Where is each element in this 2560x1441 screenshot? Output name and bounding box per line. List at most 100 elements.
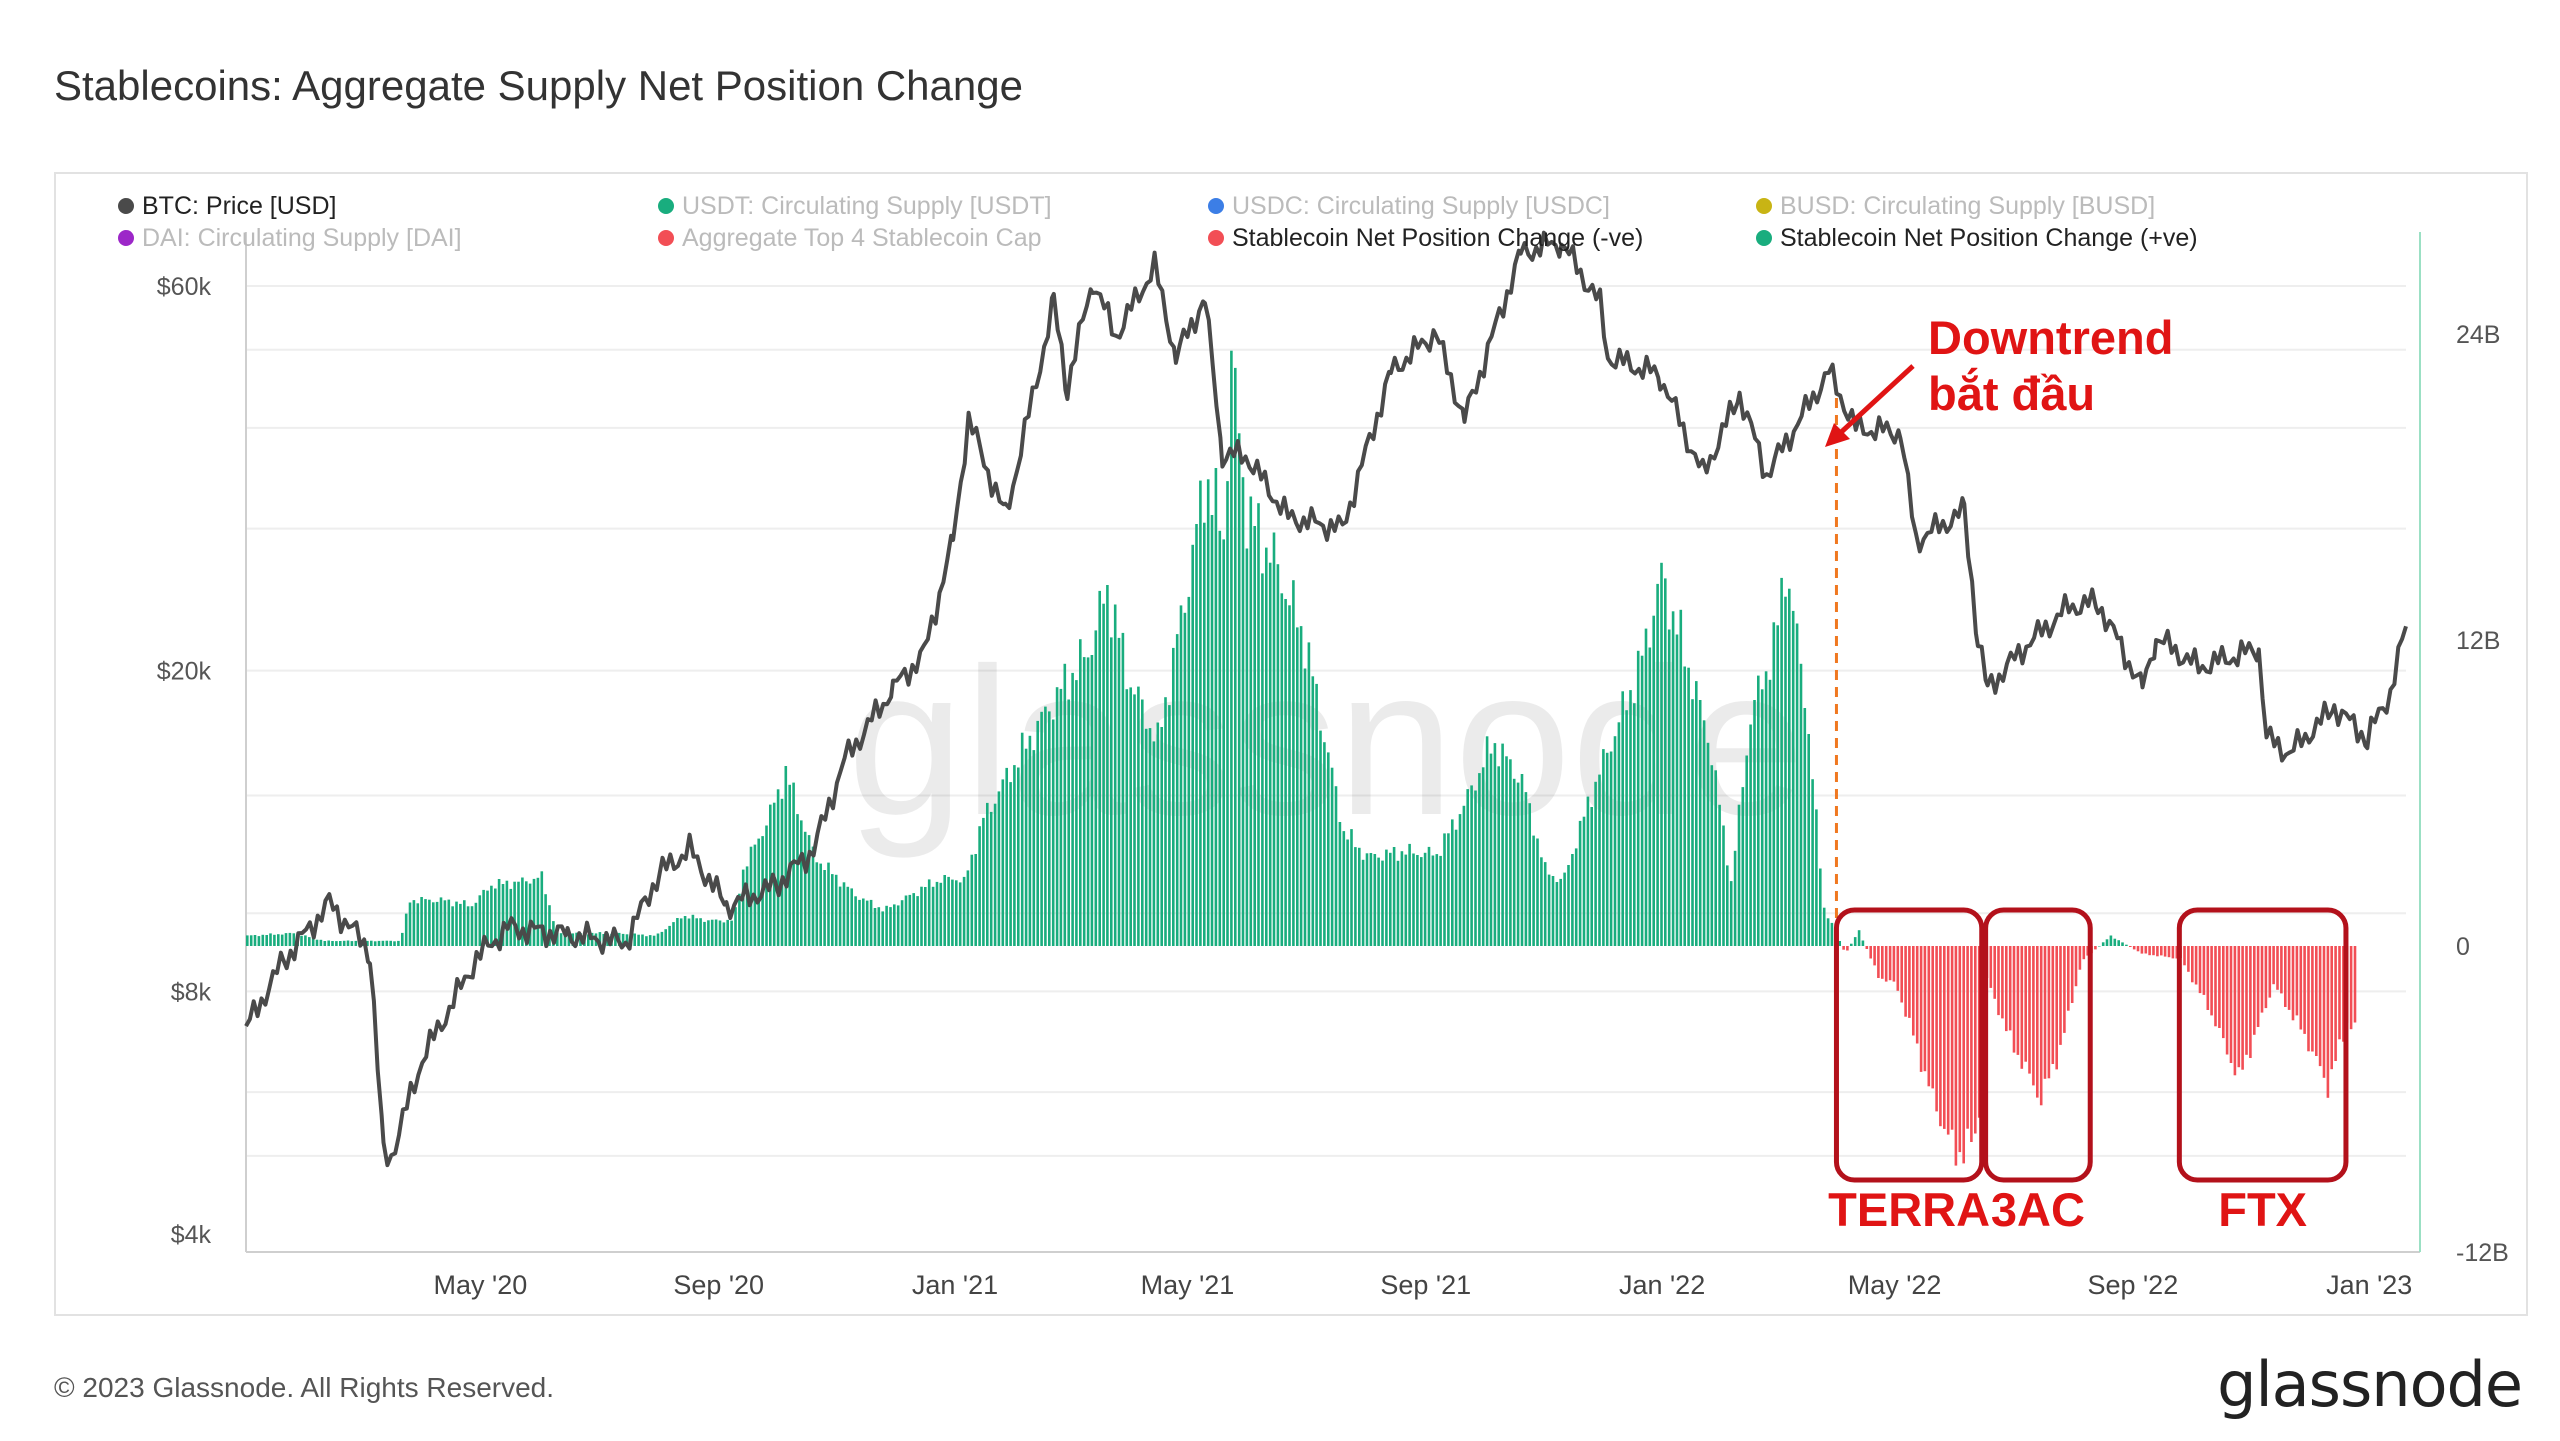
bar-positive bbox=[858, 899, 861, 946]
bar-positive bbox=[862, 898, 865, 946]
bar-positive bbox=[1179, 605, 1183, 946]
bar-positive bbox=[1361, 859, 1365, 946]
bar-positive bbox=[1377, 857, 1380, 946]
bar-positive bbox=[962, 876, 966, 946]
bar-positive bbox=[676, 918, 679, 946]
bar-positive bbox=[668, 925, 671, 946]
x-tick-label: May '21 bbox=[1141, 1270, 1235, 1300]
bar-negative bbox=[2094, 946, 2097, 950]
bar-positive bbox=[1036, 720, 1039, 946]
x-tick-label: Sep '21 bbox=[1380, 1270, 1471, 1300]
bar-positive bbox=[1791, 610, 1795, 946]
bar-positive bbox=[672, 922, 675, 946]
bar-positive bbox=[1334, 786, 1338, 946]
bar-positive bbox=[1543, 862, 1547, 946]
bar-positive bbox=[1086, 657, 1090, 946]
bar-positive bbox=[803, 831, 807, 946]
bar-positive bbox=[1079, 639, 1082, 946]
bar-positive bbox=[1512, 778, 1516, 946]
bar-positive bbox=[1346, 839, 1349, 946]
bar-negative bbox=[1966, 946, 1969, 1129]
bar-positive bbox=[877, 907, 881, 946]
legend-dot bbox=[658, 198, 674, 214]
bar-negative bbox=[2260, 946, 2264, 1013]
bar-negative bbox=[2253, 946, 2256, 1035]
bar-positive bbox=[1729, 881, 1733, 946]
bar-positive bbox=[745, 866, 749, 946]
bar-positive bbox=[1788, 588, 1791, 946]
bar-positive bbox=[443, 900, 447, 946]
bar-positive bbox=[1156, 722, 1160, 946]
bar-negative bbox=[1877, 946, 1880, 978]
bar-positive bbox=[288, 932, 292, 946]
bar-positive bbox=[397, 940, 400, 946]
legend-item: Stablecoin Net Position Change (-ve) bbox=[1208, 224, 1643, 252]
bar-positive bbox=[490, 885, 493, 946]
bar-positive bbox=[935, 881, 939, 946]
bar-positive bbox=[393, 941, 396, 946]
bar-positive bbox=[1063, 663, 1067, 946]
bar-positive bbox=[1288, 605, 1291, 946]
bar-negative bbox=[1919, 946, 1923, 1072]
bar-negative bbox=[2132, 946, 2136, 950]
legend-item: Aggregate Top 4 Stablecoin Cap bbox=[658, 224, 1042, 252]
y-right-tick-label: -12B bbox=[2456, 1239, 2509, 1267]
bar-positive bbox=[710, 919, 714, 946]
bar-positive bbox=[1656, 583, 1659, 946]
bar-positive bbox=[896, 905, 900, 946]
bar-positive bbox=[385, 940, 389, 946]
bar-positive bbox=[1416, 855, 1419, 946]
bar-positive bbox=[1327, 752, 1330, 946]
y-right-tick-label: 24B bbox=[2456, 321, 2500, 349]
bar-positive bbox=[474, 902, 478, 946]
bar-negative bbox=[2070, 946, 2074, 1003]
bar-negative bbox=[2241, 946, 2244, 1070]
bar-negative bbox=[2342, 946, 2345, 1042]
bar-negative bbox=[1946, 946, 1950, 1135]
bar-positive bbox=[420, 897, 423, 946]
downtrend-label: Downtrend bbox=[1928, 311, 2173, 364]
legend-label: Aggregate Top 4 Stablecoin Cap bbox=[682, 224, 1042, 252]
bar-positive bbox=[528, 883, 532, 946]
bar-positive bbox=[997, 791, 1001, 946]
bar-positive bbox=[308, 937, 311, 946]
bar-positive bbox=[656, 933, 660, 946]
bar-positive bbox=[1784, 596, 1787, 946]
bar-positive bbox=[497, 879, 501, 946]
bar-positive bbox=[730, 920, 733, 946]
bar-negative bbox=[2016, 946, 2020, 1055]
bar-positive bbox=[819, 863, 822, 946]
bar-positive bbox=[679, 918, 683, 946]
bar-negative bbox=[1873, 946, 1876, 966]
bar-positive bbox=[1644, 628, 1648, 946]
bar-positive bbox=[1815, 809, 1818, 946]
legend-item: DAI: Circulating Supply [DAI] bbox=[118, 224, 462, 252]
downtrend-label: bắt đầu bbox=[1928, 367, 2095, 420]
bar-negative bbox=[1943, 946, 1946, 1129]
bar-positive bbox=[823, 870, 826, 946]
bar-positive bbox=[1400, 851, 1404, 946]
bar-positive bbox=[559, 933, 563, 946]
bar-negative bbox=[2140, 946, 2144, 954]
bar-positive bbox=[1559, 878, 1562, 946]
bar-negative bbox=[2206, 946, 2210, 1010]
bar-positive bbox=[331, 941, 334, 946]
bar-positive bbox=[1024, 748, 1028, 946]
bar-positive bbox=[827, 862, 830, 946]
bar-negative bbox=[2194, 946, 2198, 985]
bar-positive bbox=[1830, 922, 1834, 946]
bar-positive bbox=[323, 941, 327, 946]
bar-positive bbox=[1389, 852, 1392, 946]
bar-positive bbox=[1501, 743, 1504, 946]
bar-positive bbox=[304, 935, 307, 946]
bar-negative bbox=[2024, 946, 2027, 1062]
bar-negative bbox=[2043, 946, 2047, 1079]
bar-positive bbox=[893, 904, 896, 946]
bar-negative bbox=[1842, 946, 1845, 950]
bar-positive bbox=[1819, 868, 1822, 946]
btc-price-line bbox=[244, 230, 2408, 1168]
bar-positive bbox=[1404, 854, 1408, 946]
bar-positive bbox=[1160, 727, 1163, 946]
bar-positive bbox=[1330, 767, 1334, 946]
